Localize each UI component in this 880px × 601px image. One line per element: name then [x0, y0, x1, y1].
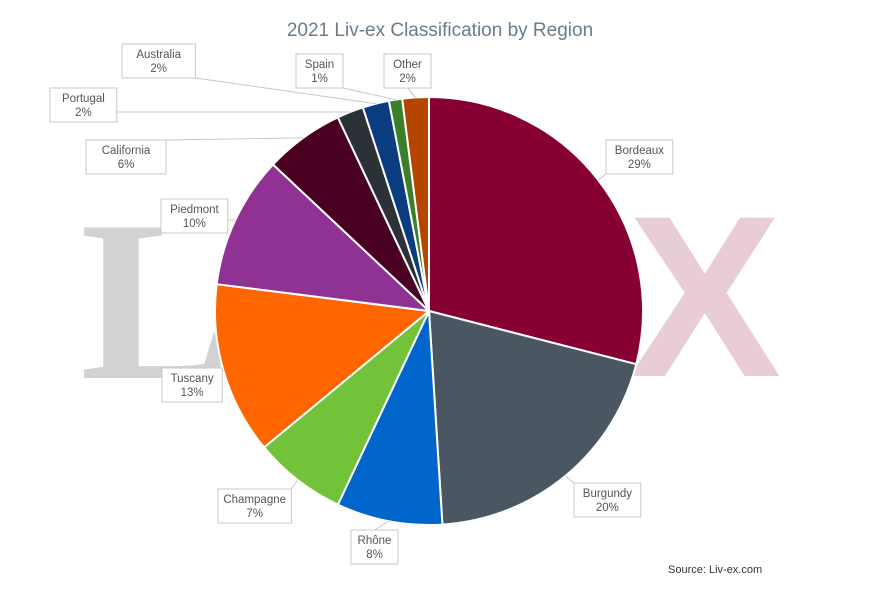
slice-label-box [121, 43, 196, 79]
slice-label-burgundy: Burgundy 20% [573, 482, 642, 518]
leader-line-spain [342, 87, 396, 101]
slice-label-other: Other 2% [383, 53, 432, 89]
slice-label-rhone: Rhône 8% [350, 529, 399, 565]
slice-label-percent: 7% [246, 508, 263, 520]
slice-label-percent: 8% [366, 549, 383, 561]
slice-label-champagne: Champagne 7% [217, 488, 292, 524]
slice-label-percent: 29% [628, 159, 651, 171]
slice-label-percent: 20% [596, 502, 619, 514]
pie-slice-rhone [336, 310, 444, 526]
slice-label-name: Australia [136, 49, 181, 61]
slice-label-percent: 2% [150, 63, 167, 75]
slice-label-tuscany: Tuscany 13% [161, 367, 223, 403]
slice-label-box [383, 53, 432, 89]
slice-label-portugal: Portugal 2% [49, 87, 118, 123]
leader-line-bordeaux [597, 173, 607, 181]
slice-label-percent: 13% [181, 387, 204, 399]
pie-slice-burgundy [428, 310, 638, 526]
slice-label-box [217, 488, 292, 524]
slice-label-name: California [102, 145, 151, 157]
slice-label-name: Champagne [223, 494, 286, 506]
leader-line-other [407, 87, 416, 98]
slice-label-name: Rhône [358, 535, 392, 547]
leader-line-burgundy [565, 475, 575, 484]
slice-labels: Bordeaux 29% Burgundy 20% Rhône 8% Champagne 7%… [49, 43, 674, 565]
slice-label-california: California 6% [85, 139, 167, 175]
leader-line-california [165, 137, 304, 141]
slice-label-percent: 2% [399, 73, 416, 85]
slice-label-name: Portugal [62, 93, 105, 105]
slice-label-spain: Spain 1% [295, 53, 344, 89]
leader-line-rhone [374, 520, 390, 531]
chart-title: 2021 Liv-ex Classification by Region [286, 20, 594, 41]
slice-label-australia: Australia 2% [121, 43, 196, 79]
slice-label-box [160, 198, 229, 234]
leader-line-australia [195, 77, 376, 105]
pie-slice-bordeaux [428, 96, 644, 366]
slice-label-box [49, 87, 118, 123]
source-note: Source: Liv-ex.com [668, 564, 763, 576]
slice-label-percent: 2% [75, 107, 92, 119]
slice-label-percent: 1% [311, 73, 328, 85]
slice-label-name: Bordeaux [615, 145, 664, 157]
slice-label-name: Spain [305, 59, 334, 71]
watermark-x-text: X [628, 168, 781, 425]
slice-label-name: Burgundy [583, 488, 632, 500]
slice-label-percent: 6% [118, 159, 135, 171]
slice-label-box [295, 53, 344, 89]
pie-slices [214, 96, 644, 526]
slice-label-name: Tuscany [171, 373, 214, 385]
slice-label-box [85, 139, 167, 175]
slice-label-bordeaux: Bordeaux 29% [605, 139, 674, 175]
slice-label-name: Other [393, 59, 422, 71]
slice-label-box [350, 529, 399, 565]
slice-label-name: Piedmont [170, 204, 219, 216]
slice-label-box [161, 367, 223, 403]
label-leader-lines [116, 77, 607, 531]
slice-label-box [573, 482, 642, 518]
slice-label-piedmont: Piedmont 10% [160, 198, 229, 234]
slice-label-box [605, 139, 674, 175]
leader-line-champagne [290, 479, 299, 490]
pie-slice-tuscany [214, 283, 430, 449]
slice-label-percent: 10% [183, 218, 206, 230]
